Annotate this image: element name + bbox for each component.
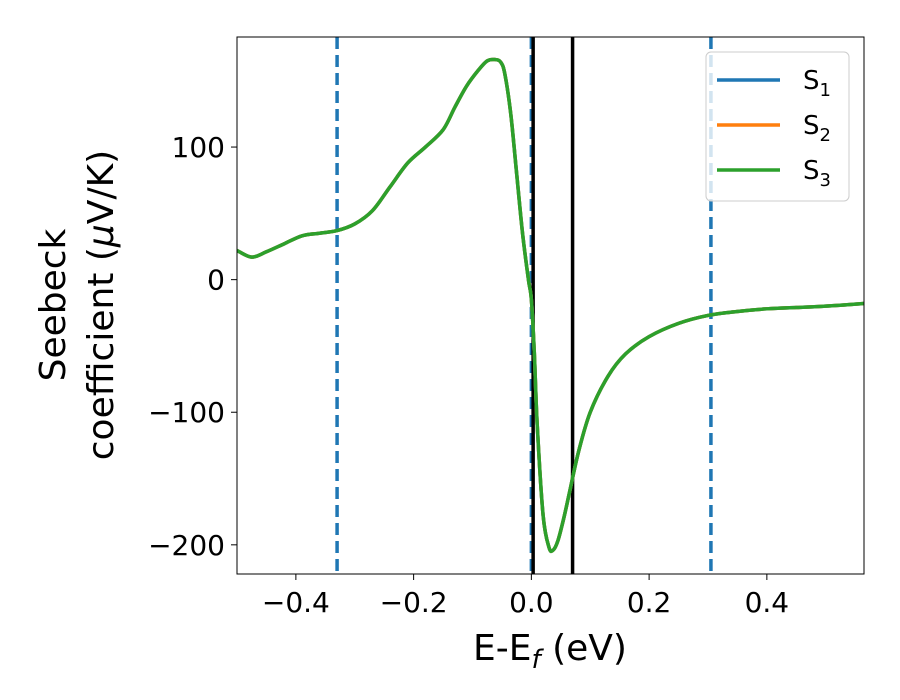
plot-frame — [236, 36, 865, 575]
series-line-S3 — [237, 57, 864, 554]
x-tick-label-3: 0.2 — [627, 586, 672, 619]
x-tick-label-2: 0.0 — [509, 586, 554, 619]
y-tick-label-2: −100 — [148, 396, 225, 429]
x-axis-title: E-Ef (eV) — [473, 628, 627, 675]
x-axis-ticks: −0.4 −0.2 0.0 0.2 0.4 — [262, 574, 789, 619]
vertical-lines — [335, 37, 713, 574]
y-tick-label-1: 0 — [207, 264, 225, 297]
y-axis-title-line1: Seebeck — [33, 228, 74, 381]
plot-area — [237, 37, 864, 574]
y-tick-label-3: −200 — [148, 529, 225, 562]
legend: S1 S2 S3 — [705, 51, 850, 202]
legend-label-S2: S2 — [803, 111, 831, 146]
y-axis-title: Seebeck coefficient (μV/K) — [33, 150, 122, 460]
y-axis-ticks: 100 0 −100 −200 — [148, 131, 237, 562]
x-tick-label-1: −0.2 — [380, 586, 448, 619]
legend-label-S3: S3 — [803, 156, 831, 191]
y-tick-label-0: 100 — [172, 131, 225, 164]
x-tick-label-4: 0.4 — [745, 586, 790, 619]
legend-label-S1: S1 — [803, 66, 831, 101]
series-curves — [237, 57, 864, 554]
x-tick-label-0: −0.4 — [262, 586, 330, 619]
y-axis-title-line2: coefficient (μV/K) — [81, 150, 122, 460]
